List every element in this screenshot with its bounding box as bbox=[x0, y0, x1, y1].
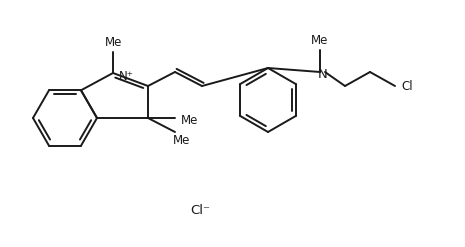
Text: Me: Me bbox=[105, 37, 123, 49]
Text: N: N bbox=[318, 67, 328, 81]
Text: Me: Me bbox=[173, 133, 191, 146]
Text: Cl: Cl bbox=[401, 80, 412, 92]
Text: Me: Me bbox=[181, 114, 199, 126]
Text: Cl⁻: Cl⁻ bbox=[190, 204, 210, 217]
Text: Me: Me bbox=[311, 35, 329, 47]
Text: N⁺: N⁺ bbox=[119, 69, 134, 82]
